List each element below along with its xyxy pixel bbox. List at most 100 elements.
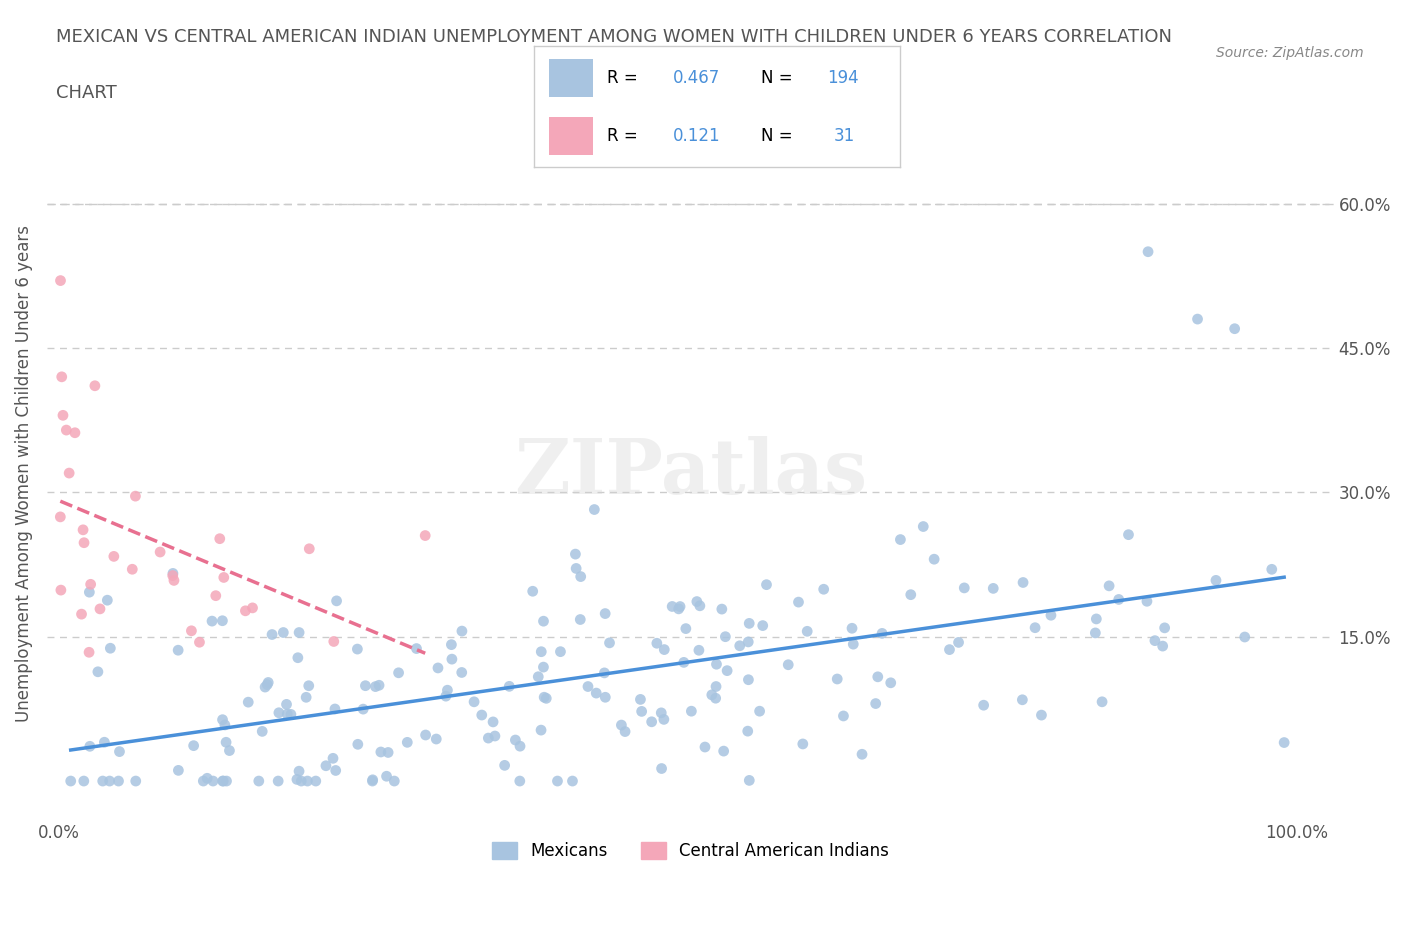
Point <box>89 602 111 617</box>
Point <box>865 697 887 711</box>
Point <box>1223 321 1246 336</box>
Point <box>361 773 384 788</box>
Point <box>688 643 710 658</box>
Point <box>121 562 143 577</box>
Text: 0.467: 0.467 <box>673 69 720 86</box>
Point <box>610 718 633 733</box>
Point <box>737 724 759 738</box>
FancyBboxPatch shape <box>548 59 593 98</box>
Point <box>211 774 233 789</box>
Point <box>276 697 298 711</box>
Point <box>288 764 311 778</box>
Text: 31: 31 <box>834 127 855 145</box>
Point <box>716 663 738 678</box>
Point <box>1233 630 1256 644</box>
Point <box>593 606 616 621</box>
Point <box>494 758 516 773</box>
Point <box>434 689 457 704</box>
Point <box>1152 639 1174 654</box>
Point <box>1012 575 1035 590</box>
Point <box>1098 578 1121 593</box>
Point <box>238 695 260 710</box>
Point <box>273 625 295 640</box>
Legend: Mexicans, Central American Indians: Mexicans, Central American Indians <box>485 835 896 867</box>
Point <box>900 587 922 602</box>
Point <box>1261 562 1284 577</box>
Point <box>204 589 226 604</box>
Point <box>322 634 344 649</box>
Point <box>595 690 617 705</box>
Point <box>370 745 392 760</box>
Point <box>58 466 80 481</box>
Point <box>436 683 458 698</box>
Point <box>425 732 447 747</box>
Text: 194: 194 <box>827 69 858 86</box>
Point <box>218 743 240 758</box>
Point <box>751 618 773 633</box>
Point <box>630 692 652 707</box>
Point <box>354 678 377 693</box>
Point <box>713 744 735 759</box>
Point <box>689 598 711 613</box>
Point <box>325 593 347 608</box>
Point <box>640 714 662 729</box>
Point <box>505 733 527 748</box>
Point <box>841 621 863 636</box>
Point <box>564 547 586 562</box>
Text: Source: ZipAtlas.com: Source: ZipAtlas.com <box>1216 46 1364 60</box>
Point <box>778 658 800 672</box>
Point <box>72 523 94 538</box>
Point <box>63 425 86 440</box>
Point <box>866 670 889 684</box>
Point <box>650 706 672 721</box>
Point <box>706 657 728 671</box>
Point <box>825 671 848 686</box>
Point <box>93 735 115 750</box>
Point <box>938 643 960 658</box>
Point <box>482 714 505 729</box>
Point <box>981 581 1004 596</box>
Point <box>471 708 494 723</box>
Point <box>208 531 231 546</box>
Point <box>382 774 405 789</box>
Point <box>288 625 311 640</box>
Point <box>973 698 995 712</box>
Point <box>413 528 436 543</box>
Point <box>55 422 77 437</box>
Point <box>533 614 555 629</box>
Point <box>188 635 211 650</box>
Point <box>387 665 409 680</box>
Point <box>212 774 235 789</box>
Point <box>704 679 727 694</box>
Point <box>737 634 759 649</box>
Point <box>193 774 215 789</box>
Point <box>912 519 935 534</box>
Point <box>450 665 472 680</box>
Point <box>738 773 761 788</box>
Point <box>530 723 553 737</box>
Point <box>498 679 520 694</box>
Point <box>922 551 945 566</box>
Point <box>79 738 101 753</box>
Point <box>630 704 652 719</box>
Point <box>583 502 606 517</box>
Point <box>1187 312 1209 326</box>
Point <box>96 592 118 607</box>
Point <box>792 737 814 751</box>
Point <box>252 724 274 738</box>
Point <box>211 613 233 628</box>
Point <box>162 568 184 583</box>
Point <box>728 638 751 653</box>
Point <box>346 642 368 657</box>
Point <box>361 774 384 789</box>
Point <box>569 612 592 627</box>
Point <box>546 774 568 789</box>
Point <box>565 561 588 576</box>
Point <box>242 601 264 616</box>
Point <box>322 751 344 765</box>
Point <box>295 690 318 705</box>
Point <box>405 641 427 656</box>
Point <box>870 626 893 641</box>
Point <box>1085 612 1108 627</box>
Point <box>305 774 328 789</box>
